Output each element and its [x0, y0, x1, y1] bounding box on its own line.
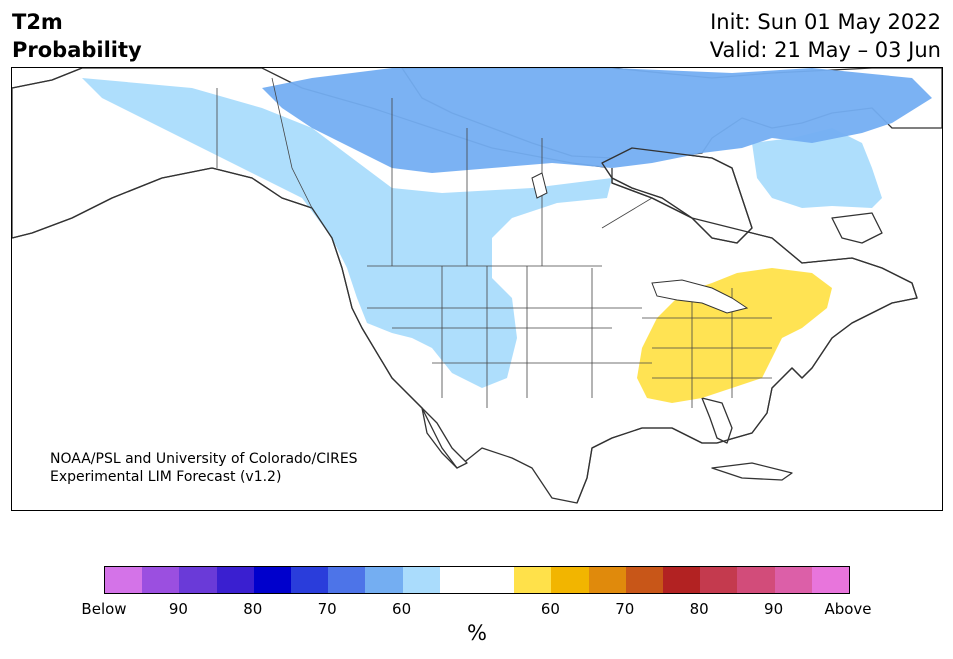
- colorbar-tick-label: 80: [243, 600, 263, 618]
- colorbar-segment: [253, 567, 292, 593]
- colorbar-segment: [625, 567, 664, 593]
- map-title: T2m Probability: [12, 8, 142, 64]
- colorbar-segment: [663, 567, 701, 593]
- colorbar-tick-label: 70: [317, 600, 337, 618]
- credit-text: NOAA/PSL and University of Colorado/CIRE…: [50, 450, 358, 486]
- credit-line-2: Experimental LIM Forecast (v1.2): [50, 469, 282, 485]
- land-florida: [701, 397, 733, 444]
- colorbar-tick-label: Above: [824, 600, 872, 618]
- land-cuba: [711, 462, 793, 481]
- shade-below-60: [82, 78, 612, 388]
- colorbar-tick-label: 90: [764, 600, 784, 618]
- land-baja: [421, 407, 468, 469]
- great-lakes: [651, 279, 749, 314]
- colorbar-segment: [774, 567, 812, 593]
- colorbar-segment: [179, 567, 217, 593]
- colorbar-segment: [365, 567, 403, 593]
- land-newfoundland: [831, 212, 883, 244]
- map-panel: NOAA/PSL and University of Colorado/CIRE…: [11, 67, 943, 511]
- colorbar-unit: %: [467, 621, 487, 645]
- colorbar-segment: [477, 567, 515, 593]
- colorbar-tick-label: Below: [81, 600, 127, 618]
- shade-below-60-east: [752, 128, 882, 208]
- colorbar-tick-label: 60: [392, 600, 412, 618]
- colorbar-segment: [588, 567, 626, 593]
- colorbar-tick-label: 80: [689, 600, 709, 618]
- colorbar-segment: [811, 567, 850, 593]
- north-america-map: [12, 68, 942, 504]
- title-line-1: T2m: [12, 10, 63, 34]
- colorbar-segment: [439, 567, 478, 593]
- colorbar-segment: [142, 567, 180, 593]
- credit-line-1: NOAA/PSL and University of Colorado/CIRE…: [50, 451, 358, 467]
- colorbar: [104, 566, 850, 594]
- shade-below-70: [262, 68, 932, 173]
- valid-date: Valid: 21 May – 03 Jun: [709, 38, 941, 62]
- colorbar-segment: [105, 567, 143, 593]
- colorbar-segment: [216, 567, 254, 593]
- lake-winnipeg: [531, 172, 548, 199]
- title-line-2: Probability: [12, 38, 142, 62]
- colorbar-segment: [328, 567, 366, 593]
- colorbar-tick-label: 90: [168, 600, 188, 618]
- colorbar-segment: [700, 567, 738, 593]
- forecast-dates: Init: Sun 01 May 2022 Valid: 21 May – 03…: [710, 8, 941, 64]
- colorbar-segment: [291, 567, 329, 593]
- colorbar-segment: [514, 567, 552, 593]
- colorbar-segment: [402, 567, 440, 593]
- colorbar-tick-label: 70: [615, 600, 635, 618]
- colorbar-tick-label: 60: [540, 600, 560, 618]
- colorbar-segment: [551, 567, 589, 593]
- colorbar-segment: [737, 567, 775, 593]
- init-date: Init: Sun 01 May 2022: [710, 10, 941, 34]
- shade-above-60: [637, 268, 832, 403]
